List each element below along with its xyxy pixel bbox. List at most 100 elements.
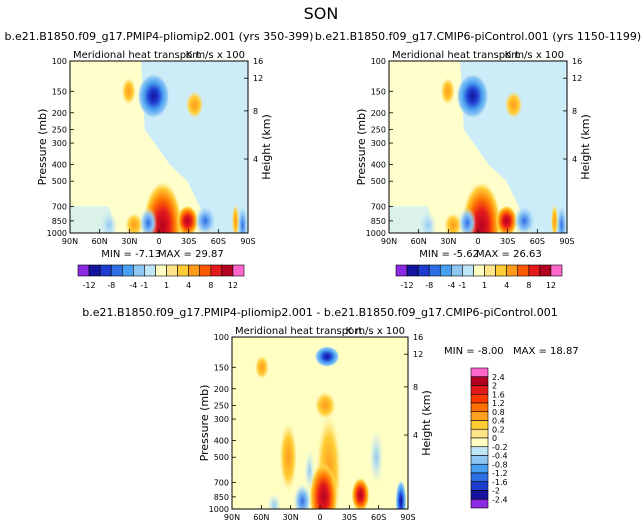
colorbar-swatch [470,367,489,378]
y-tick-label: 850 [371,217,386,226]
colorbar-swatch [470,463,489,474]
colorbar-swatch [177,264,189,277]
colorbar-swatch [232,264,245,277]
contour-field [232,337,408,509]
y-tick-label: 300 [371,139,386,148]
blob-negative [237,204,248,233]
colorbar-swatch [470,385,489,395]
y-tick-label: 700 [52,202,67,211]
x-tick-label: 30S [342,513,357,522]
panel-subtitle-right: K m/s x 100 [505,50,564,61]
colorbar-swatch [406,264,419,277]
panel-subtitle-left: Meridional heat transport [235,326,362,337]
colorbar-label: 2 [492,382,497,391]
x-tick-label: 90N [62,237,78,246]
y-tick-label: 100 [214,333,229,342]
height-tick-label: 4 [413,431,418,440]
y-tick-label: 1000 [366,229,386,238]
x-tick-label: 0 [317,513,322,522]
colorbar-label: -2 [492,487,500,496]
height-tick-label: 4 [572,155,577,164]
colorbar-swatch [470,437,489,448]
colorbar-swatch [539,264,552,277]
max-value: MAX = 18.87 [513,346,579,357]
colorbar-swatch [221,264,234,277]
blob-positive [121,77,136,106]
min-value: MIN = -8.00 [444,346,504,357]
colorbar-swatch [470,498,489,509]
figure-title: SON [304,4,339,23]
panel-left: b.e21.B1850.f09_g17.PMIP4-pliomip2.001 (… [5,30,314,246]
panel-right: b.e21.B1850.f09_g17.CMIP6-piControl.001 … [315,30,641,246]
blob-negative [137,73,170,119]
y-tick-label: 250 [52,125,67,134]
colorbar-swatch [470,420,489,430]
blob-positive [125,212,143,233]
min-value: MIN = -7.13 [101,249,161,260]
colorbar-label: 2.4 [492,373,505,382]
blob-negative [513,205,535,233]
colorbar-swatch [470,481,489,491]
y-tick-label: 250 [371,125,386,134]
colorbar-swatch [495,264,507,277]
colorbar-swatch [188,264,201,277]
colorbar-label: -2.4 [492,495,508,504]
colorbar-swatch [144,264,156,277]
blob-positive [309,462,338,509]
colorbar-swatch [528,264,541,277]
colorbar-swatch [470,402,489,413]
y-tick-label: 500 [52,177,67,186]
colorbar-swatch [473,264,485,277]
colorbar-swatch [484,264,496,277]
y-tick-label: 400 [214,437,229,446]
x-tick-label: 90S [400,513,415,522]
height-tick-label: 4 [253,155,258,164]
y-tick-label: 850 [52,217,67,226]
colorbar-swatch [88,264,101,277]
blob-negative [556,204,567,233]
y-tick-label: 850 [214,493,229,502]
x-tick-label: 60N [253,513,269,522]
y-tick-label: 700 [371,202,386,211]
height-tick-label: 8 [253,107,258,116]
blob-negative [395,480,407,509]
colorbar-label: -1 [140,281,148,290]
colorbar-swatch [121,264,134,277]
colorbar-swatch [470,376,489,386]
height-tick-label: 16 [413,333,423,342]
blob-negative [194,205,216,233]
colorbar-diff: 2.421.61.20.80.40.20-0.2-0.4-0.8-1.2-1.6… [444,346,579,509]
colorbar-swatch [470,393,489,404]
blob-negative [369,429,384,485]
colorbar-swatch [550,264,563,277]
colorbar-swatch [470,490,489,500]
blob-negative [139,207,158,233]
height-axis-label: Height (km) [420,390,433,456]
colorbar-label: 8 [208,281,213,290]
panel-subtitle-right: K m/s x 100 [186,50,245,61]
colorbar-label: 4 [504,281,509,290]
x-tick-label: 90N [381,237,397,246]
colorbar-label: 1 [164,281,169,290]
colorbar-label: -8 [107,281,115,290]
contour-field [70,61,248,233]
panel-subtitle-right: K m/s x 100 [346,326,405,337]
colorbar-swatch [470,446,489,456]
y-tick-label: 150 [214,363,229,372]
y-tick-label: 400 [371,161,386,170]
blob-positive [351,477,370,509]
colorbar-swatch [395,264,408,277]
blob-positive [550,203,559,233]
x-tick-label: 90N [224,513,240,522]
colorbar-label: 8 [526,281,531,290]
colorbar-swatch [417,264,430,277]
y-tick-label: 1000 [209,505,229,514]
x-tick-label: 90S [240,237,255,246]
colorbar-label: -1 [458,281,466,290]
colorbar-swatch [470,411,489,421]
panel-title: b.e21.B1850.f09_g17.PMIP4-pliomip2.001 (… [5,30,314,43]
x-tick-label: 30S [500,237,515,246]
y-tick-label: 300 [214,415,229,424]
